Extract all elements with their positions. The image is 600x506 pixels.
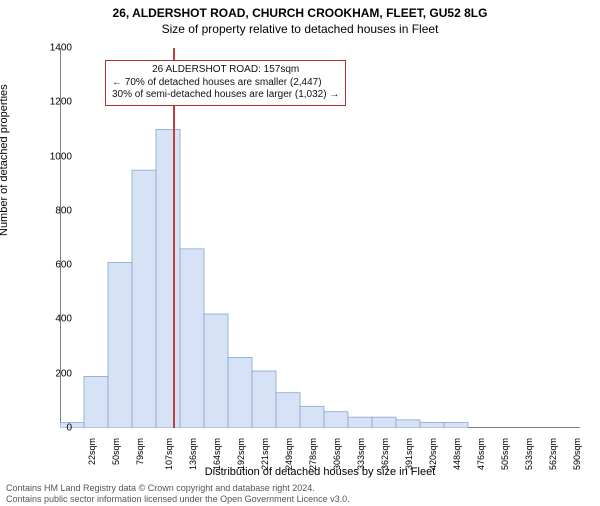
histogram-bar xyxy=(372,417,396,428)
y-tick-label: 1200 xyxy=(32,97,72,108)
histogram-bar xyxy=(300,406,324,428)
y-tick-label: 400 xyxy=(32,314,72,325)
histogram-bar xyxy=(204,314,228,428)
chart-title-main: 26, ALDERSHOT ROAD, CHURCH CROOKHAM, FLE… xyxy=(0,6,600,20)
y-tick-label: 200 xyxy=(32,368,72,379)
footer-line-1: Contains HM Land Registry data © Crown c… xyxy=(6,483,350,493)
footer: Contains HM Land Registry data © Crown c… xyxy=(6,483,350,504)
histogram-bar xyxy=(276,393,300,428)
histogram-bar xyxy=(348,417,372,428)
histogram-bar xyxy=(84,376,108,428)
footer-line-2: Contains public sector information licen… xyxy=(6,494,350,504)
histogram-bar xyxy=(156,129,180,428)
x-tick-label: 79sqm xyxy=(135,438,145,465)
annotation-box: 26 ALDERSHOT ROAD: 157sqm ← 70% of detac… xyxy=(105,60,346,106)
histogram-bar xyxy=(180,249,204,428)
histogram-bar xyxy=(324,412,348,428)
histogram-bar xyxy=(396,420,420,428)
y-tick-label: 800 xyxy=(32,205,72,216)
histogram-bar xyxy=(444,423,468,428)
histogram-bar xyxy=(108,262,132,428)
histogram-bar xyxy=(228,357,252,428)
x-tick-label: 50sqm xyxy=(111,438,121,465)
histogram-bar xyxy=(132,170,156,428)
chart-title-sub: Size of property relative to detached ho… xyxy=(0,22,600,36)
x-tick-label: 22sqm xyxy=(87,438,97,465)
y-tick-label: 0 xyxy=(32,423,72,434)
y-tick-label: 1400 xyxy=(32,43,72,54)
annotation-line-3: 30% of semi-detached houses are larger (… xyxy=(112,89,339,102)
y-axis-label: Number of detached properties xyxy=(0,84,10,236)
chart-container: 26, ALDERSHOT ROAD, CHURCH CROOKHAM, FLE… xyxy=(0,6,600,506)
y-tick-label: 600 xyxy=(32,260,72,271)
y-tick-label: 1000 xyxy=(32,151,72,162)
x-axis-label: Distribution of detached houses by size … xyxy=(60,466,580,478)
histogram-bar xyxy=(420,423,444,428)
annotation-line-2: ← 70% of detached houses are smaller (2,… xyxy=(112,77,339,90)
histogram-bar xyxy=(252,371,276,428)
annotation-line-1: 26 ALDERSHOT ROAD: 157sqm xyxy=(112,64,339,77)
